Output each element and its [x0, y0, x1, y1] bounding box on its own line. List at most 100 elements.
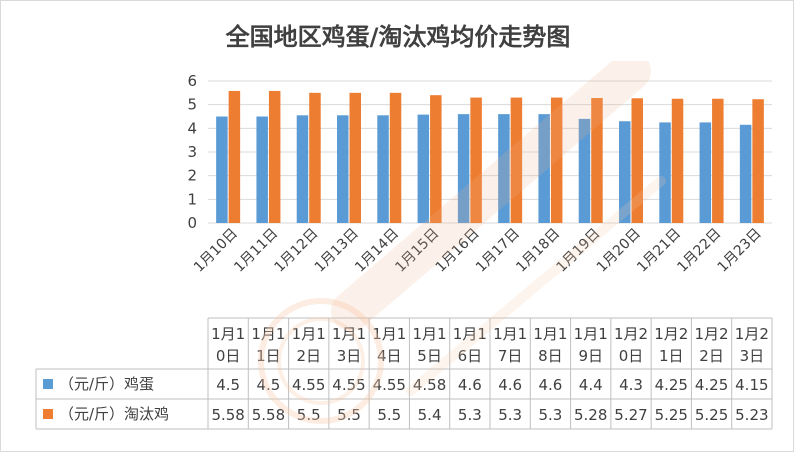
bar-egg: [457, 114, 470, 223]
table-header: 1月2: [614, 325, 648, 343]
table-header: 1日: [256, 347, 281, 365]
table-value: 4.4: [579, 376, 603, 394]
table-header: 3日: [740, 347, 765, 365]
table-header: 1月1: [533, 325, 567, 343]
bar-egg: [377, 115, 389, 223]
table-value: 5.23: [735, 406, 768, 424]
x-tick-label: 1月14日: [352, 226, 402, 276]
table-value: 4.25: [655, 376, 688, 394]
y-tick-label: 1: [187, 190, 197, 208]
bar-egg: [538, 114, 550, 223]
bar-egg: [296, 115, 309, 223]
table-value: 4.58: [413, 376, 446, 394]
table-value: 4.15: [735, 376, 768, 394]
table-header: 1月1: [574, 325, 608, 343]
bar-chicken: [309, 92, 321, 223]
bar-egg: [659, 122, 671, 223]
y-tick-label: 2: [187, 167, 197, 185]
table-value: 4.6: [458, 376, 482, 394]
x-tick-label: 1月11日: [231, 226, 281, 276]
bar-egg: [619, 121, 631, 223]
table-header: 1月1: [251, 325, 285, 343]
table-value: 4.6: [498, 376, 522, 394]
bar-egg: [739, 124, 752, 223]
table-header: 4日: [377, 347, 402, 365]
legend-key: [43, 379, 53, 389]
bar-egg: [216, 116, 228, 223]
table-value: 5.25: [655, 406, 688, 424]
bar-chicken: [510, 97, 523, 223]
table-header: 1月2: [735, 325, 769, 343]
table-value: 5.28: [574, 406, 607, 424]
table-value: 4.55: [332, 376, 365, 394]
bar-egg: [578, 118, 591, 223]
x-tick-label: 1月19日: [554, 226, 604, 276]
chart-title: 全国地区鸡蛋/淘汰鸡均价走势图: [225, 23, 571, 51]
bar-chicken: [671, 98, 684, 223]
table-header: 1月1: [493, 325, 527, 343]
table-value: 5.3: [458, 406, 482, 424]
table-value: 4.3: [619, 376, 643, 394]
table-header: 0日: [216, 347, 241, 365]
x-tick-label: 1月22日: [674, 226, 724, 276]
bar-chicken: [349, 92, 361, 223]
x-tick-label: 1月12日: [272, 226, 322, 276]
x-tick-label: 1月15日: [392, 226, 442, 276]
y-tick-label: 4: [187, 119, 197, 137]
x-tick-label: 1月23日: [715, 226, 765, 276]
legend-label: （元/斤）淘汰鸡: [59, 405, 169, 423]
table-value: 5.3: [498, 406, 522, 424]
table-header: 9日: [578, 347, 603, 365]
x-tick-label: 1月10日: [191, 226, 241, 276]
table-value: 4.55: [292, 376, 325, 394]
y-tick-label: 3: [187, 143, 197, 161]
bar-chicken: [389, 92, 402, 223]
table-value: 5.4: [418, 406, 442, 424]
bar-chicken: [752, 99, 764, 223]
bar-chicken: [550, 97, 563, 223]
bar-chicken: [591, 98, 603, 223]
bar-chicken: [268, 90, 281, 223]
x-tick-label: 1月16日: [433, 226, 483, 276]
table-value: 4.5: [216, 376, 240, 394]
bar-chicken: [712, 98, 724, 223]
table-header: 3日: [337, 347, 362, 365]
bar-chicken: [631, 98, 643, 223]
y-tick-label: 6: [187, 72, 197, 90]
table-header: 1月1: [332, 325, 366, 343]
bar-egg: [699, 122, 712, 223]
legend-key: [43, 409, 53, 419]
table-header: 1月2: [654, 325, 688, 343]
table-header: 1日: [659, 347, 684, 365]
table-value: 5.58: [211, 406, 244, 424]
table-value: 4.25: [695, 376, 728, 394]
table-header: 1月1: [211, 325, 245, 343]
table-value: 5.5: [337, 406, 361, 424]
table-header: 7日: [498, 347, 523, 365]
bar-egg: [256, 116, 268, 223]
table-header: 1月1: [292, 325, 326, 343]
x-tick-label: 1月17日: [473, 226, 523, 276]
table-value: 5.25: [695, 406, 728, 424]
table-value: 5.27: [614, 406, 647, 424]
table-header: 1月2: [695, 325, 729, 343]
table-header: 2日: [296, 347, 321, 365]
x-tick-label: 1月13日: [312, 226, 362, 276]
table-header: 5日: [417, 347, 442, 365]
bar-chicken: [228, 90, 241, 223]
table-value: 4.5: [256, 376, 280, 394]
x-tick-label: 1月18日: [513, 226, 563, 276]
bar-egg: [498, 114, 510, 223]
table-header: 1月1: [453, 325, 487, 343]
table-header: 6日: [458, 347, 483, 365]
table-value: 4.6: [538, 376, 562, 394]
y-tick-label: 0: [187, 214, 197, 232]
table-header: 1月1: [372, 325, 406, 343]
table-value: 5.5: [297, 406, 321, 424]
bar-chicken: [470, 97, 482, 223]
legend-label: （元/斤）鸡蛋: [59, 375, 154, 393]
table-header: 2日: [699, 347, 724, 365]
table-header: 1月1: [413, 325, 447, 343]
bar-egg: [337, 115, 349, 223]
